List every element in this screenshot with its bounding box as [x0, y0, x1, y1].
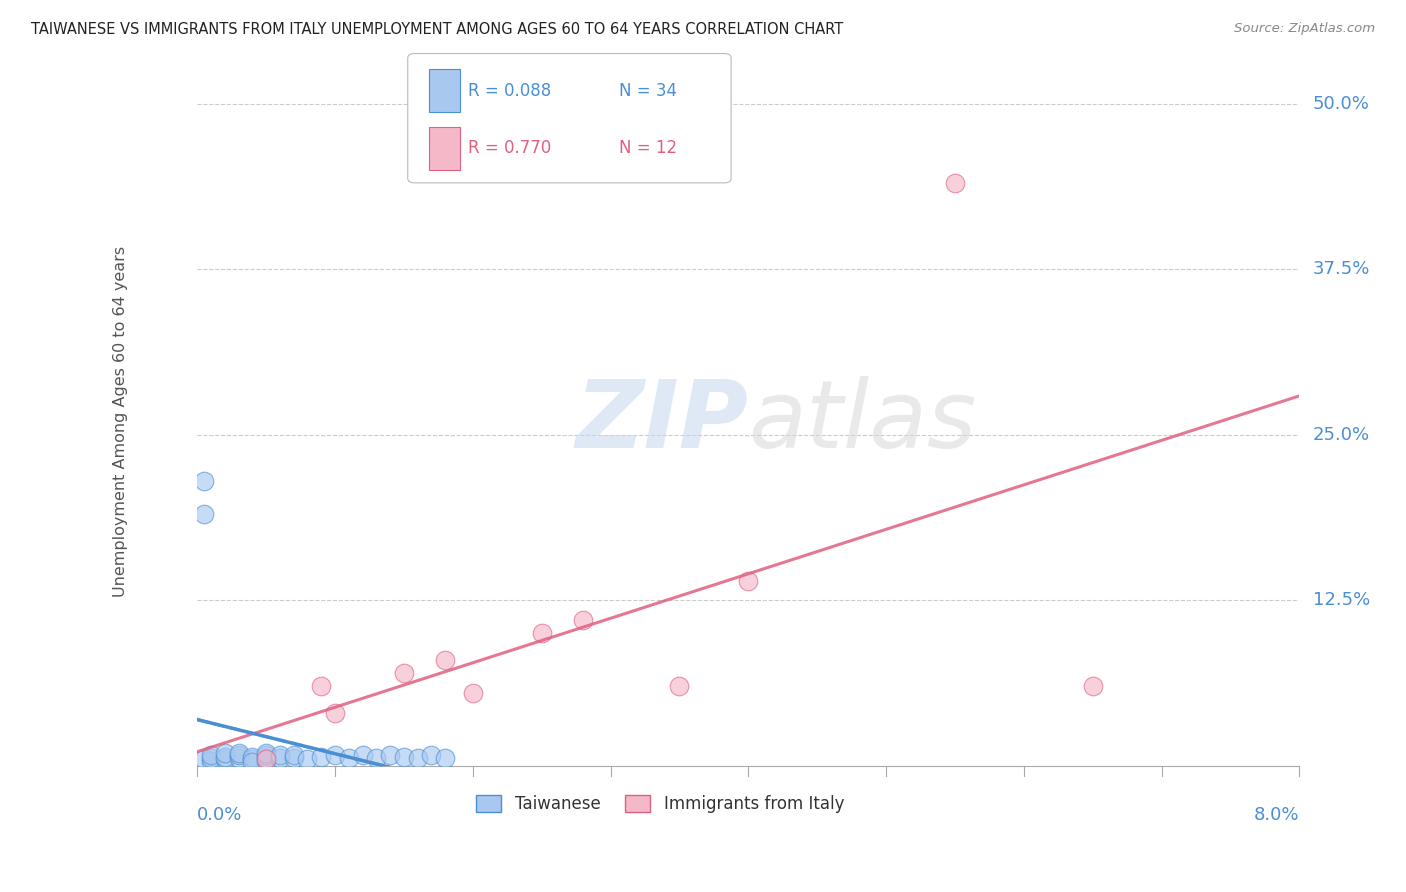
Point — [254, 746, 277, 760]
Point — [214, 752, 236, 766]
Point — [461, 686, 484, 700]
Text: N = 34: N = 34 — [619, 81, 676, 100]
Text: 8.0%: 8.0% — [1254, 805, 1299, 823]
Point — [309, 749, 332, 764]
Point — [228, 751, 250, 765]
Point — [378, 748, 401, 763]
Text: Unemployment Among Ages 60 to 64 years: Unemployment Among Ages 60 to 64 years — [112, 246, 128, 598]
Point — [193, 752, 215, 766]
Point — [193, 508, 215, 522]
Point — [254, 751, 277, 765]
Point — [297, 752, 319, 766]
Text: R = 0.088: R = 0.088 — [468, 81, 551, 100]
Point — [392, 749, 415, 764]
Point — [240, 755, 263, 769]
Point — [254, 752, 277, 766]
Point — [352, 748, 374, 763]
Point — [240, 752, 263, 766]
Point — [214, 749, 236, 764]
Text: 12.5%: 12.5% — [1313, 591, 1369, 609]
Point — [737, 574, 759, 588]
Point — [309, 680, 332, 694]
Point — [254, 748, 277, 763]
Point — [200, 754, 222, 768]
Point — [668, 680, 690, 694]
Point — [392, 666, 415, 681]
Point — [240, 749, 263, 764]
Point — [200, 751, 222, 765]
Point — [200, 748, 222, 763]
Text: TAIWANESE VS IMMIGRANTS FROM ITALY UNEMPLOYMENT AMONG AGES 60 TO 64 YEARS CORREL: TAIWANESE VS IMMIGRANTS FROM ITALY UNEMP… — [31, 22, 844, 37]
Point — [323, 706, 346, 720]
Text: ZIP: ZIP — [575, 376, 748, 467]
Point — [420, 748, 443, 763]
Point — [283, 751, 305, 765]
Text: 50.0%: 50.0% — [1313, 95, 1369, 113]
Text: 0.0%: 0.0% — [197, 805, 243, 823]
Legend: Taiwanese, Immigrants from Italy: Taiwanese, Immigrants from Italy — [470, 788, 851, 820]
Point — [406, 751, 429, 765]
Point — [943, 177, 966, 191]
Point — [530, 626, 553, 640]
Point — [434, 653, 457, 667]
Point — [366, 751, 388, 765]
Text: 25.0%: 25.0% — [1313, 425, 1369, 444]
Text: Source: ZipAtlas.com: Source: ZipAtlas.com — [1234, 22, 1375, 36]
Text: atlas: atlas — [748, 376, 977, 467]
Point — [337, 751, 360, 765]
Point — [254, 754, 277, 768]
Text: R = 0.770: R = 0.770 — [468, 139, 551, 157]
Point — [269, 748, 291, 763]
Point — [228, 748, 250, 763]
Point — [269, 751, 291, 765]
Point — [323, 748, 346, 763]
Point — [434, 751, 457, 765]
Point — [228, 746, 250, 760]
Point — [193, 474, 215, 488]
Point — [214, 746, 236, 760]
Point — [1081, 680, 1104, 694]
Text: N = 12: N = 12 — [619, 139, 676, 157]
Point — [283, 748, 305, 763]
Text: 37.5%: 37.5% — [1313, 260, 1369, 278]
Point — [572, 613, 595, 627]
